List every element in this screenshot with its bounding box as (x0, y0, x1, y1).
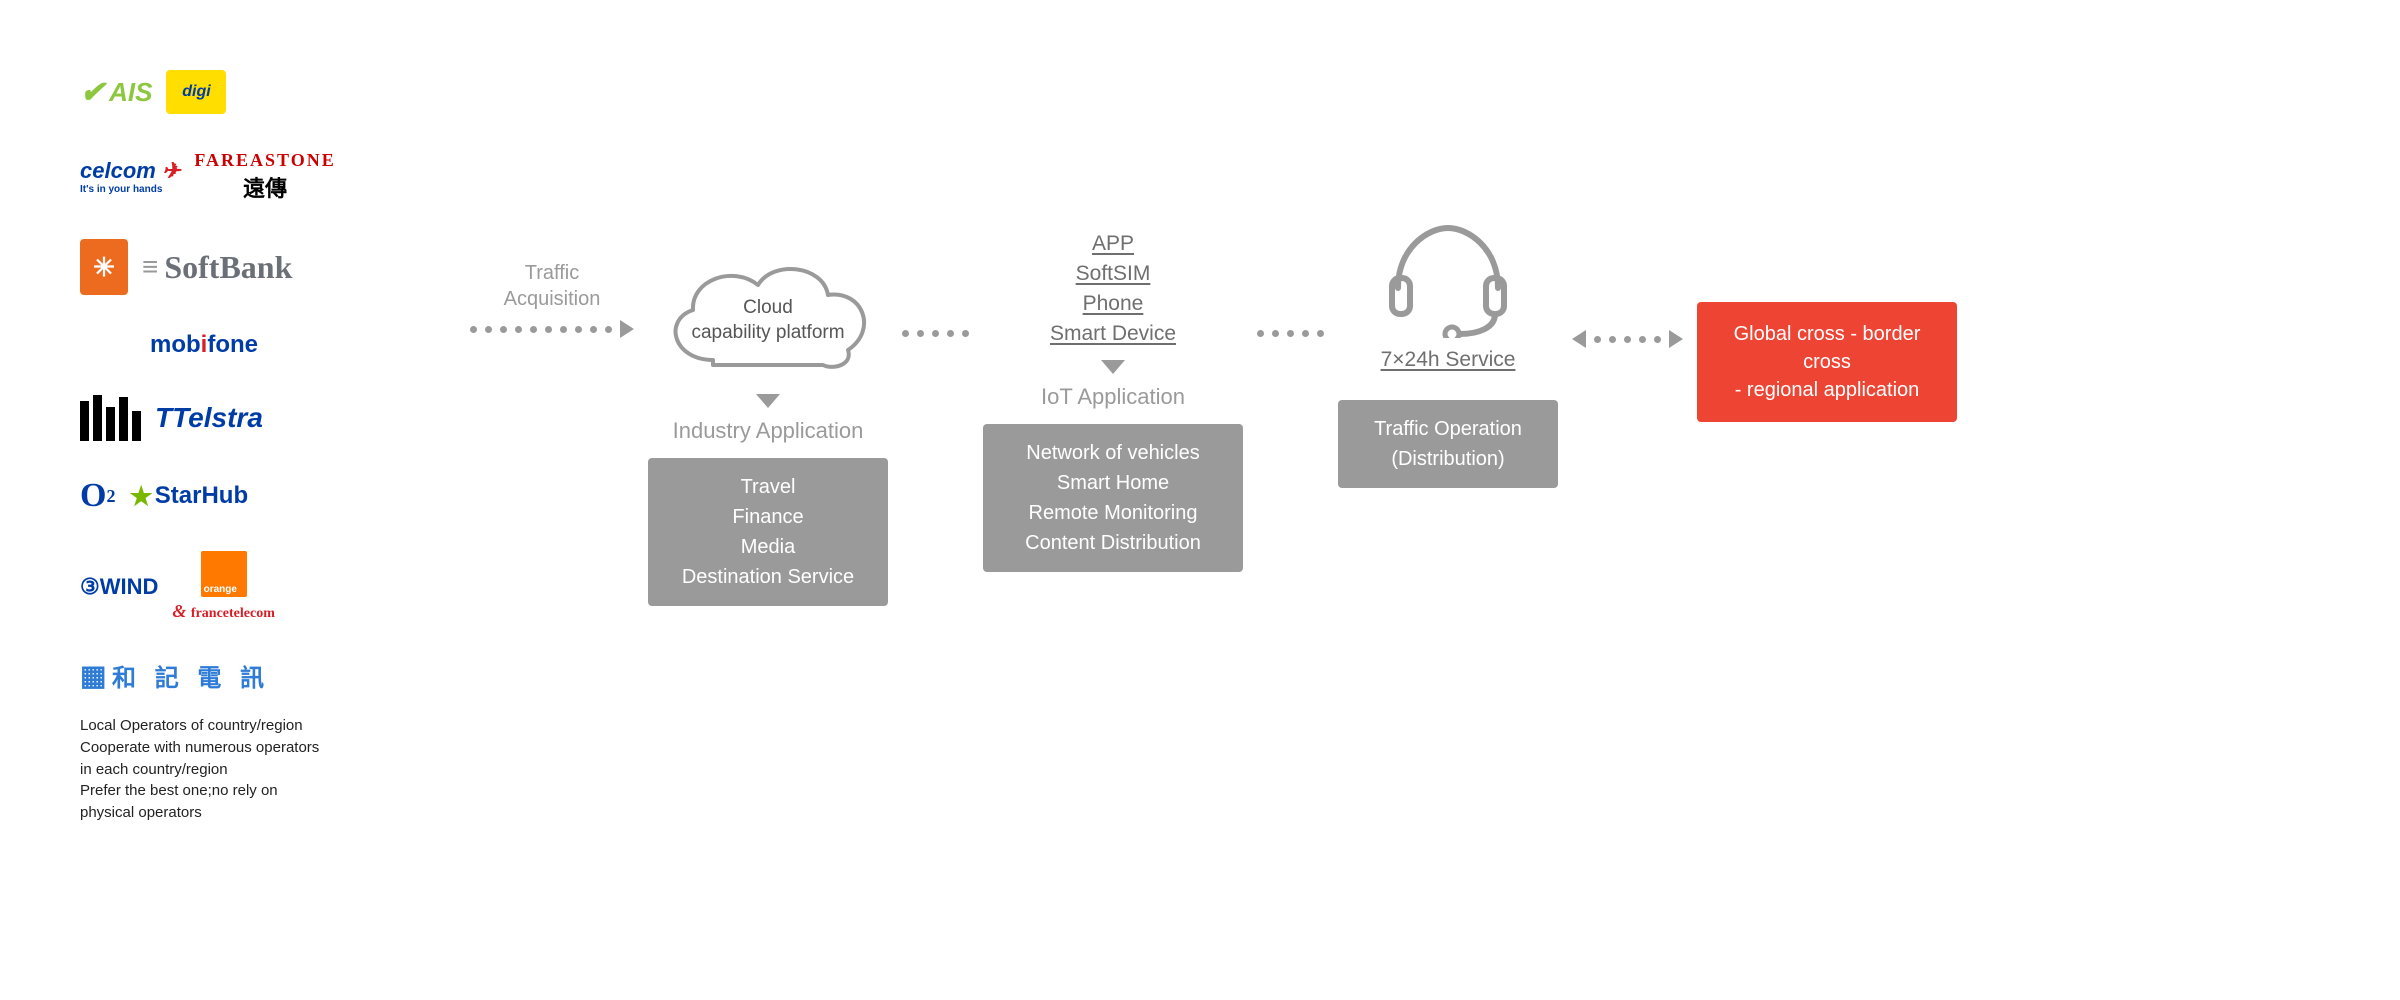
device-link-list: APP SoftSIM Phone Smart Device (1050, 232, 1176, 346)
dotted-line-icon (902, 330, 969, 337)
logo-orange: francetelecom (172, 551, 274, 622)
link-softsim: SoftSIM (1076, 262, 1151, 286)
cloud-icon: Cloud capability platform (653, 250, 883, 380)
logo-telstra: Telstra (155, 402, 263, 434)
logo-spark: ✳ (80, 239, 128, 295)
logo-softbank: ≡SoftBank (142, 249, 292, 286)
logo-wind: WIND (80, 574, 158, 600)
logo-hutchison: ▦ 和 記 電 訊 (80, 658, 270, 693)
connector-label: Traffic Acquisition (504, 260, 601, 312)
connector-traffic-acquisition: Traffic Acquisition (470, 260, 634, 338)
logo-ais: AIS (80, 75, 152, 110)
stage-iot: APP SoftSIM Phone Smart Device IoT Appli… (983, 140, 1243, 572)
connector-bidirectional (1572, 330, 1683, 348)
connector-short-1 (902, 330, 969, 337)
logo-starhub: StarHub (129, 481, 248, 512)
dotted-bidir-arrow-icon (1572, 330, 1683, 348)
logo-mobifone: mobifone (150, 331, 258, 359)
dotted-line-icon (1257, 330, 1324, 337)
link-phone: Phone (1083, 292, 1144, 316)
cloud-label: Cloud capability platform (653, 296, 883, 345)
industry-title: Industry Application (673, 418, 864, 444)
industry-box: Travel Finance Media Destination Service (648, 458, 888, 606)
stage-service: 7×24h Service Traffic Operation (Distrib… (1338, 140, 1558, 488)
chevron-down-icon (1101, 360, 1125, 374)
logo-fareastone: FAREASTONE 遠傳 (194, 150, 335, 203)
stage-cloud: Cloud capability platform Industry Appli… (648, 140, 888, 606)
dotted-arrow-icon (470, 320, 634, 338)
headset-icon: 7×24h Service (1378, 218, 1518, 372)
operator-logo-grid: AIS digi celcom It's in your hands FAREA… (80, 70, 420, 693)
global-application-box: Global cross - border cross - regional a… (1697, 302, 1957, 422)
link-smart-device: Smart Device (1050, 322, 1176, 346)
connector-short-2 (1257, 330, 1324, 337)
traffic-operation-box: Traffic Operation (Distribution) (1338, 400, 1558, 488)
diagram-canvas: AIS digi celcom It's in your hands FAREA… (0, 0, 2400, 1000)
chevron-down-icon (756, 394, 780, 408)
logo-celcom: celcom It's in your hands (80, 158, 180, 195)
iot-title: IoT Application (1041, 384, 1185, 410)
iot-box: Network of vehicles Smart Home Remote Mo… (983, 424, 1243, 572)
link-app: APP (1092, 232, 1134, 256)
flow-row: Traffic Acquisition Cloud capability pla… (470, 140, 2340, 606)
stage-global: Global cross - border cross - regional a… (1697, 140, 1957, 422)
operators-caption: Local Operators of country/region Cooper… (80, 715, 420, 824)
operators-panel: AIS digi celcom It's in your hands FAREA… (80, 70, 420, 824)
service-label: 7×24h Service (1381, 348, 1516, 372)
logo-bars (80, 395, 141, 441)
logo-digi: digi (166, 70, 226, 114)
logo-o2: O2 (80, 477, 115, 515)
